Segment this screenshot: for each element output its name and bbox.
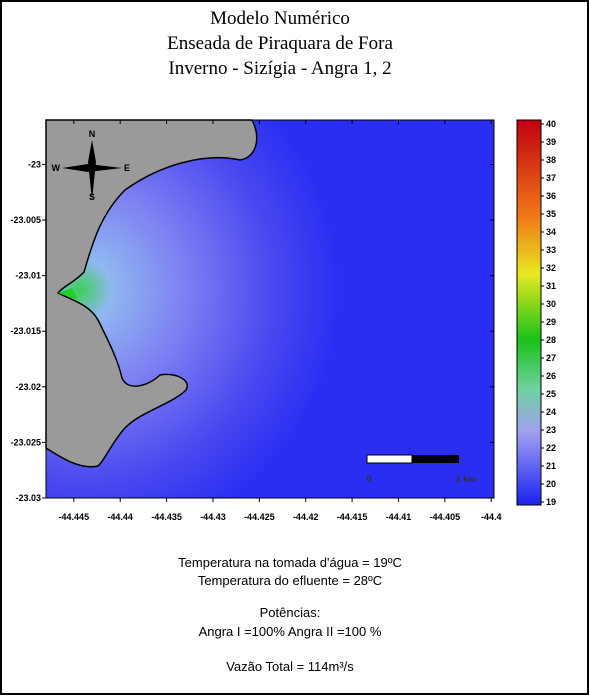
compass: N S W E [52, 129, 131, 202]
outfall [58, 288, 78, 300]
compass-label: E [124, 163, 130, 173]
caption: Vazão Total = 114m³/s [226, 659, 354, 674]
colorbar-label: 27 [546, 353, 556, 363]
colorbar-label: 33 [546, 245, 556, 255]
colorbar-label: 23 [546, 425, 556, 435]
scale-bar: 0 1 km [366, 454, 477, 484]
colorbar-label: 34 [546, 227, 556, 237]
x-tick-label: -44.425 [244, 512, 275, 522]
colorbar-label: 36 [546, 191, 556, 201]
colorbar-label: 19 [546, 497, 556, 507]
y-tick-label: -23.01 [15, 271, 41, 281]
colorbar-label: 20 [546, 479, 556, 489]
x-tick-label: -44.44 [107, 512, 133, 522]
x-tick-label: -44.415 [337, 512, 368, 522]
caption: Angra I =100% Angra II =100 % [199, 624, 382, 639]
colorbar-label: 40 [546, 119, 556, 129]
colorbar-label: 30 [546, 299, 556, 309]
y-tick-label: -23.03 [15, 493, 41, 503]
colorbar-label: 28 [546, 335, 556, 345]
colorbar-label: 39 [546, 137, 556, 147]
x-tick-label: -44.435 [151, 512, 182, 522]
colorbar-label: 35 [546, 209, 556, 219]
colorbar-label: 37 [546, 173, 556, 183]
y-tick-label: -23.015 [10, 326, 41, 336]
land [45, 119, 258, 468]
x-tick-label: -44.43 [200, 512, 226, 522]
title-line: Modelo Numérico [210, 8, 350, 29]
colorbar-label: 21 [546, 461, 556, 471]
colorbar-label: 24 [546, 407, 556, 417]
colorbar-label: 29 [546, 317, 556, 327]
colorbar-label: 38 [546, 155, 556, 165]
compass-label: W [52, 163, 61, 173]
caption: Temperatura do efluente = 28ºC [198, 573, 382, 588]
colorbar-label: 32 [546, 263, 556, 273]
scale-label: 0 [366, 474, 371, 484]
y-tick-label: -23.02 [15, 382, 41, 392]
colorbar-label: 25 [546, 389, 556, 399]
x-tick-label: -44.4 [481, 512, 502, 522]
compass-label: N [89, 129, 96, 139]
plot-frame [45, 119, 495, 499]
scale-label: 1 km [456, 474, 477, 484]
y-tick-label: -23.025 [10, 437, 41, 447]
colorbar [516, 119, 542, 506]
compass-label: S [89, 192, 95, 202]
colorbar-label: 31 [546, 281, 556, 291]
colorbar-label: 22 [546, 443, 556, 453]
x-tick-label: -44.41 [386, 512, 412, 522]
title-line: Enseada de Piraquara de Fora [167, 33, 393, 54]
x-tick-label: -44.42 [293, 512, 319, 522]
colorbar-label: 26 [546, 371, 556, 381]
caption: Temperatura na tomada d'água = 19ºC [178, 555, 402, 570]
x-tick-label: -44.405 [430, 512, 461, 522]
x-tick-label: -44.445 [59, 512, 90, 522]
y-tick-label: -23 [28, 159, 41, 169]
y-tick-label: -23.005 [10, 215, 41, 225]
title-line: Inverno - Sizígia - Angra 1, 2 [168, 58, 391, 79]
caption: Potências: [260, 605, 321, 620]
